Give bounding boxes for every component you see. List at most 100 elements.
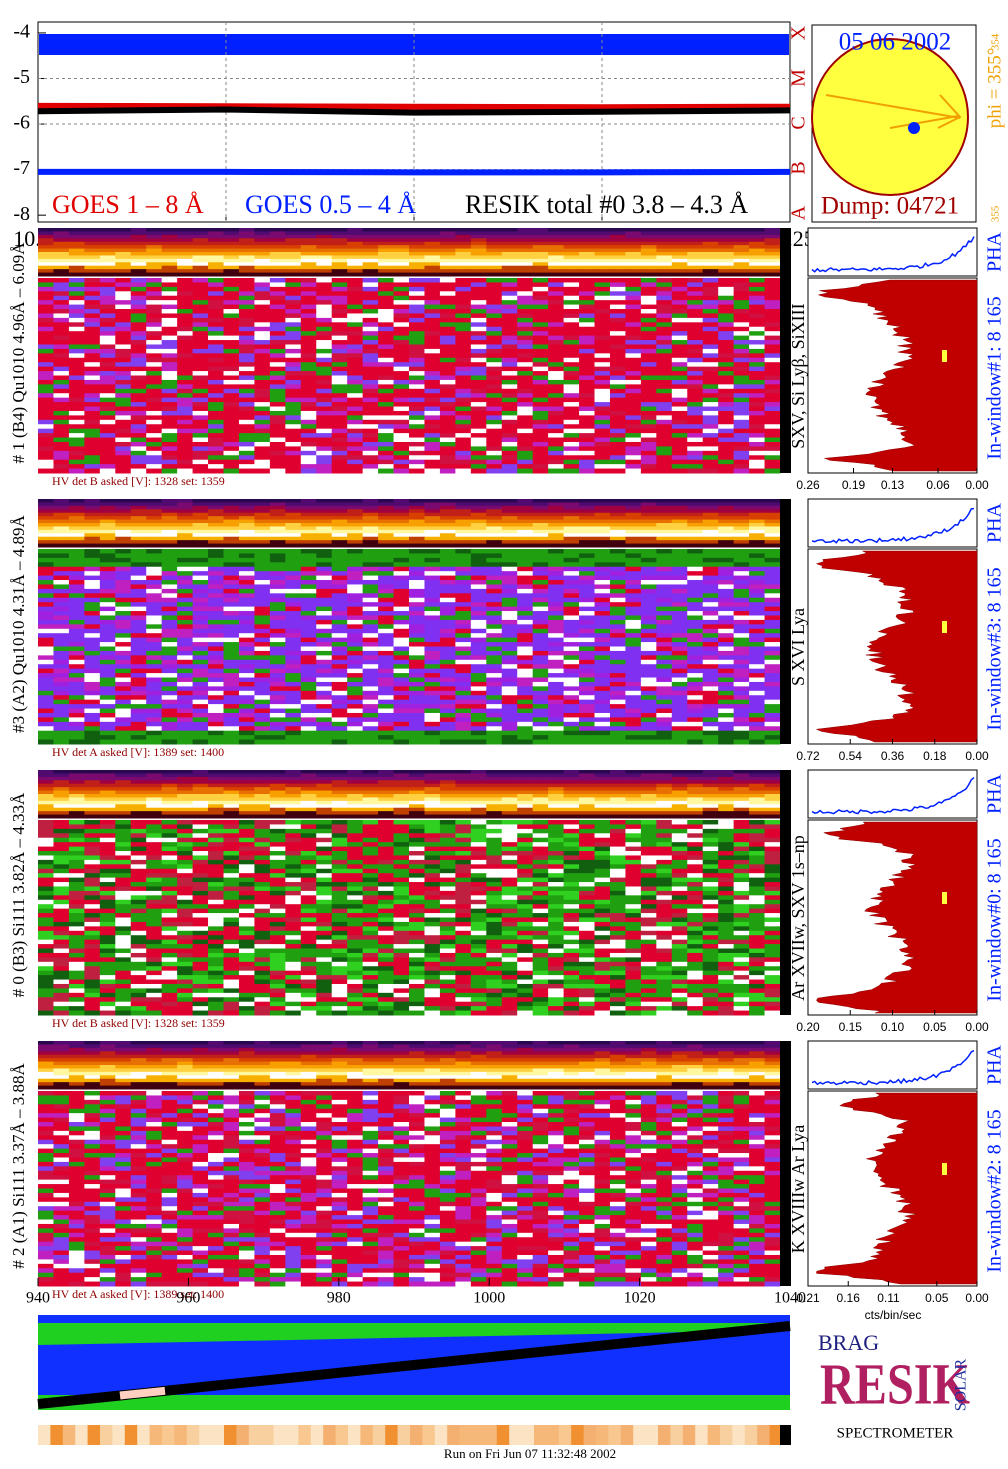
pixel (316, 502, 333, 507)
pixel (409, 446, 425, 452)
pixel (68, 580, 85, 585)
pixel (594, 406, 611, 412)
pixel (470, 505, 487, 510)
pixel (640, 340, 657, 345)
pixel (208, 529, 224, 534)
pixel (38, 509, 54, 514)
pixel (347, 655, 364, 661)
pixel (579, 529, 595, 534)
pixel (161, 340, 178, 345)
pixel (269, 562, 286, 568)
pixel (84, 241, 101, 246)
pixel (347, 611, 364, 616)
pixel (764, 366, 781, 372)
pixel (99, 519, 116, 524)
pixel (84, 255, 101, 260)
pixel (656, 526, 673, 531)
pixel (548, 628, 565, 634)
pixel (764, 241, 781, 246)
pixel (146, 642, 163, 647)
pixel (625, 234, 642, 239)
pixel (347, 410, 364, 416)
pixel (238, 655, 255, 661)
pixel (146, 335, 163, 341)
pixel (687, 272, 704, 277)
pixel (53, 571, 70, 577)
pixel (300, 505, 317, 510)
pixel (594, 375, 611, 381)
pixel (671, 509, 688, 514)
pixel (640, 468, 657, 474)
pixel (115, 655, 132, 661)
pixel (177, 388, 194, 394)
pixel (548, 512, 565, 517)
pixel (84, 557, 101, 563)
pixel (749, 628, 766, 634)
pixel (733, 269, 750, 274)
pixel (300, 344, 317, 350)
pixel (640, 245, 657, 250)
pixel (177, 300, 194, 306)
pixel (192, 681, 209, 687)
pixel (362, 512, 379, 517)
pixel (347, 419, 364, 425)
pixel (424, 437, 441, 443)
pixel (579, 523, 595, 527)
pixel (563, 295, 580, 301)
pixel (208, 353, 224, 359)
pixel (161, 606, 178, 612)
pixel (749, 606, 766, 612)
pixel (254, 366, 271, 372)
pixel (38, 602, 54, 608)
pixel (115, 357, 132, 363)
pixel (455, 584, 472, 590)
pixel (130, 255, 147, 260)
pixel (53, 553, 70, 559)
pixel (594, 317, 611, 323)
pixel (115, 584, 132, 590)
pixel (146, 668, 163, 674)
pixel (439, 553, 456, 559)
pixel (347, 566, 364, 572)
pixel (208, 562, 224, 568)
pixel (161, 228, 178, 232)
pixel (208, 611, 224, 616)
pixel (331, 499, 348, 503)
pixel (300, 459, 317, 465)
pixel (99, 295, 116, 301)
pixel (269, 375, 286, 381)
pixel (285, 234, 302, 239)
pixel (115, 529, 132, 534)
pixel (285, 533, 302, 538)
pixel (254, 519, 271, 524)
pixel (223, 536, 240, 541)
pixel (362, 388, 379, 394)
pixel (563, 406, 580, 412)
pixel (640, 388, 657, 394)
pixel (146, 637, 163, 643)
pixel (671, 655, 688, 661)
pixel (177, 265, 194, 270)
pixel (486, 468, 503, 474)
pixel (486, 646, 503, 652)
pixel (486, 450, 503, 456)
pixel (146, 348, 163, 354)
pixel (99, 459, 116, 465)
pixel (347, 633, 364, 639)
pixel (764, 664, 781, 670)
pixel (532, 526, 549, 531)
pixel (424, 379, 441, 385)
pixel (594, 228, 611, 232)
pixel (99, 553, 116, 559)
pixel (409, 255, 425, 260)
pixel (517, 584, 534, 590)
pixel (177, 258, 194, 263)
pixel (764, 464, 781, 470)
pixel (563, 668, 580, 674)
pixel (177, 468, 194, 474)
pixel (733, 526, 750, 531)
pixel (594, 557, 611, 563)
pixel (501, 393, 518, 399)
pixel (532, 255, 549, 260)
pixel (99, 593, 116, 599)
